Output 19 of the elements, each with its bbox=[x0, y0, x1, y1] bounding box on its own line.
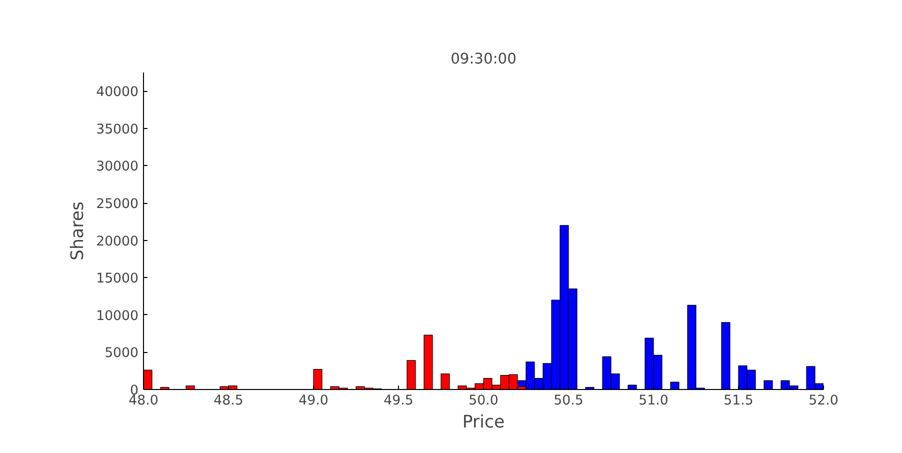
y-axis-title: Shares bbox=[68, 201, 88, 261]
x-tick-label: 50.5 bbox=[554, 394, 584, 408]
y-tick-label: 40000 bbox=[96, 85, 139, 100]
x-tick-label: 50.0 bbox=[468, 394, 498, 408]
x-axis-title: Price bbox=[462, 412, 505, 432]
x-tick-label: 48.5 bbox=[214, 394, 244, 408]
y-tick-label: 30000 bbox=[96, 160, 139, 175]
x-tick-label: 49.0 bbox=[298, 394, 328, 408]
y-tick-label: 5000 bbox=[104, 346, 139, 362]
x-tick-label: 51.5 bbox=[724, 394, 754, 408]
y-tick-label: 15000 bbox=[96, 272, 139, 287]
y-tick-label: 35000 bbox=[96, 122, 139, 138]
chart-title: 09:30:00 bbox=[450, 50, 516, 68]
y-tick-label: 10000 bbox=[96, 308, 139, 324]
y-tick-label: 20000 bbox=[96, 234, 139, 250]
x-tick-label: 49.5 bbox=[384, 394, 414, 408]
x-tick-label: 52.0 bbox=[808, 394, 838, 408]
y-tick-label: 25000 bbox=[96, 197, 139, 212]
x-tick-label: 51.0 bbox=[638, 394, 668, 408]
